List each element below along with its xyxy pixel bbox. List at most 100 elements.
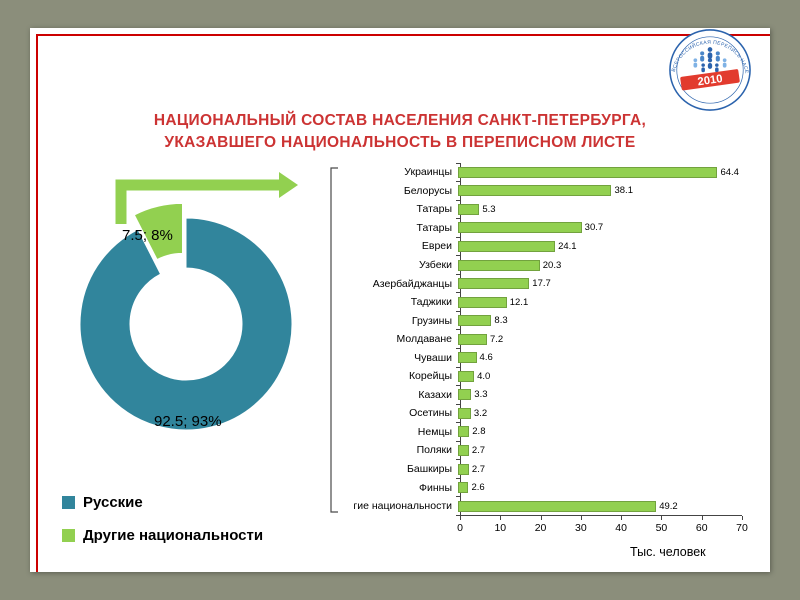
x-axis-tick (460, 516, 461, 521)
bar-value-label: 20.3 (542, 259, 562, 271)
bar-category-label: Молдаване (396, 333, 452, 346)
bar-value-label: 7.2 (490, 333, 504, 345)
x-axis-tick (540, 516, 542, 521)
legend-swatch-teal-icon (62, 496, 75, 509)
bar-category-label: Азербайджанцы (372, 277, 452, 290)
bar-row: Немцы 2.8 (335, 423, 770, 442)
bar-category-label: Татары (416, 221, 452, 234)
bar-track: 2.7 (456, 460, 770, 479)
bar (458, 296, 507, 308)
bar-track: 2.7 (456, 441, 770, 460)
bar-category-label: Белорусы (403, 184, 452, 197)
bar (458, 444, 469, 456)
top-red-rule (36, 34, 770, 36)
bar (458, 463, 469, 475)
x-axis-title: Тыс. человек (630, 545, 706, 559)
bar-track: 4.0 (456, 367, 770, 386)
bar-category-label: Татары (416, 203, 452, 216)
bar (458, 333, 487, 345)
bar-row: Поляки 2.7 (335, 441, 770, 460)
bar-value-label: 49.2 (659, 500, 678, 512)
bar-value-label: 2.6 (471, 482, 485, 494)
bar-row: Молдаване 7.2 (335, 330, 770, 349)
bar (458, 240, 556, 252)
bar-track: 2.6 (456, 478, 770, 497)
bar-track: 30.7 (456, 219, 770, 238)
bar-value-label: 8.3 (494, 315, 508, 327)
x-axis-tick-label: 50 (655, 522, 668, 535)
bar-row: Казахи 3.3 (335, 386, 770, 405)
legend-swatch-green-icon (62, 529, 75, 542)
bar-track: 7.2 (456, 330, 770, 349)
bar-rows: Украинцы 64.4 Белорусы 38.1 Татары 5.3 Татары 3… (335, 162, 770, 516)
bar-row: Татары 5.3 (335, 200, 770, 219)
census-logo: ВСЕРОССИЙСКАЯ ПЕРЕПИСЬ НАСЕЛЕНИЯ 2010 (668, 28, 751, 111)
x-axis-tick (701, 516, 703, 521)
legend: Русские Другие национальности (62, 494, 263, 544)
bar (458, 407, 471, 419)
bar-category-label: Корейцы (408, 370, 452, 383)
bar-category-label: Поляки (416, 444, 452, 457)
donut-slice-0 (79, 217, 293, 431)
bar-row: гие национальности 49.2 (335, 497, 770, 516)
legend-label: Другие национальности (83, 527, 264, 544)
legend-label: Русские (83, 494, 143, 511)
title-line-2: УКАЗАВШЕГО НАЦИОНАЛЬНОСТЬ В ПЕРЕПИСНОМ Л… (164, 134, 636, 152)
bar-track: 5.3 (456, 200, 770, 219)
x-axis-tick (580, 516, 582, 521)
x-axis-tick (500, 516, 502, 521)
logo-year: 2010 (697, 73, 723, 88)
slide: НАЦИОНАЛЬНЫЙ СОСТАВ НАСЕЛЕНИЯ САНКТ-ПЕТЕ… (30, 28, 770, 572)
bar-value-label: 64.4 (720, 166, 739, 178)
donut-label-russians: 92.5; 93% (154, 413, 222, 430)
x-axis-tick (742, 516, 743, 521)
bar-track: 38.1 (456, 182, 770, 201)
bar-track: 17.7 (456, 274, 770, 293)
x-axis-tick-label: 0 (457, 522, 463, 535)
bar-category-label: Грузины (411, 314, 452, 327)
bar-row: Грузины 8.3 (335, 311, 770, 330)
bar-value-label: 4.0 (477, 370, 491, 382)
bar-track: 3.3 (456, 386, 770, 405)
bar-row: Корейцы 4.0 (335, 367, 770, 386)
x-axis-tick-label: 40 (615, 522, 627, 535)
x-axis-tick-label: 20 (534, 522, 547, 535)
bar-value-label: 5.3 (482, 203, 496, 215)
bar-track: 3.2 (456, 404, 770, 423)
bar (458, 166, 718, 178)
bar-value-label: 3.3 (474, 389, 488, 401)
legend-item-russians: Русские (62, 494, 263, 511)
title-line-1: НАЦИОНАЛЬНЫЙ СОСТАВ НАСЕЛЕНИЯ САНКТ-ПЕТЕ… (153, 112, 647, 129)
bar-track: 24.1 (456, 237, 770, 256)
bar-track: 20.3 (456, 256, 770, 275)
bar-row: Украинцы 64.4 (335, 163, 770, 182)
bar-value-label: 3.2 (473, 407, 488, 419)
bar (458, 500, 657, 512)
legend-item-others: Другие национальности (62, 527, 263, 544)
bar (458, 352, 477, 364)
bar-category-label: Финны (419, 481, 452, 494)
bar-value-label: 2.7 (471, 463, 486, 475)
bar-value-label: 24.1 (558, 240, 577, 252)
bar (458, 222, 582, 234)
x-axis-tick (661, 516, 663, 521)
bar-category-label: Украинцы (404, 166, 452, 179)
bar-row: Евреи 24.1 (335, 237, 770, 256)
x-axis: 0 10 20 30 40 50 60 70 (457, 515, 748, 537)
bar-value-label: 17.7 (532, 278, 551, 290)
bar-track: 49.2 (456, 497, 770, 516)
bar-row: Татары 30.7 (335, 219, 770, 238)
x-axis-tick-label: 10 (494, 522, 507, 535)
bar (458, 482, 469, 494)
x-axis-tick (621, 516, 623, 521)
left-red-rule (36, 34, 38, 572)
bar-category-label: Таджики (410, 296, 452, 309)
bar-track: 64.4 (456, 163, 770, 182)
x-axis-tick-label: 70 (736, 522, 748, 535)
bar-row: Башкиры 2.7 (335, 460, 770, 479)
bar-category-label: гие национальности (353, 500, 452, 513)
bar-category-label: Евреи (421, 240, 452, 253)
bar-category-label: Узбеки (419, 259, 452, 271)
bar-category-label: Башкиры (407, 463, 452, 476)
